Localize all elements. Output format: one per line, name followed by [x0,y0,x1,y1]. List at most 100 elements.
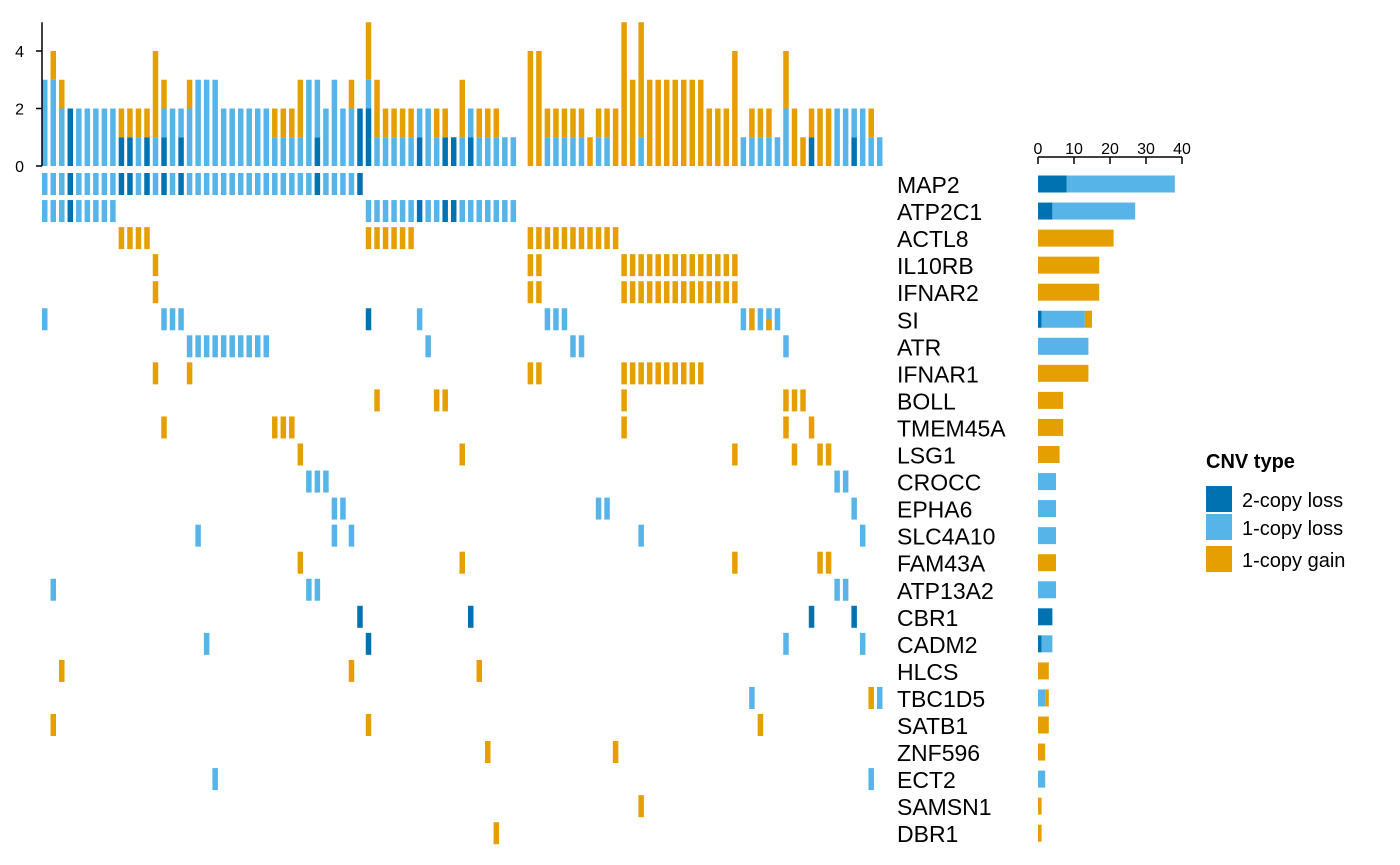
cell-TBC1D5-sample-83-1-copy-loss [749,686,755,709]
right-bar-samsn1-1-copy-gain [1038,797,1042,815]
top-bar-sample-0-1-copy-loss [42,79,48,166]
top-bar-sample-81-1-copy-gain [732,51,738,166]
top-bar-sample-7-1-copy-loss [101,108,108,166]
cell-MAP2-sample-0-1-copy-loss [42,173,48,195]
gene-label-ect2: ECT2 [897,767,956,793]
cell-MAP2-sample-8-1-copy-loss [110,173,116,195]
cell-IL10RB-sample-57-1-copy-gain [527,254,534,277]
right-bar-atr-1-copy-loss [1038,337,1089,355]
cell-FAM43A-sample-30-1-copy-gain [297,551,304,574]
cell-ATP2C1-sample-4-1-copy-loss [76,200,82,223]
cell-ATP2C1-sample-39-1-copy-loss [374,200,380,223]
cell-MAP2-sample-24-1-copy-loss [246,173,252,195]
top-bar-sample-29-1-copy-gain [289,108,295,138]
cell-MAP2-sample-27-1-copy-loss [272,173,278,195]
right-bar-epha6-1-copy-loss [1038,500,1056,518]
cell-IL10RB-sample-79-1-copy-gain [715,254,721,277]
cell-ACTL8-sample-42-1-copy-gain [399,227,406,250]
top-bar-sample-10-2-copy-loss [127,137,133,166]
gene-label-fam43a: FAM43A [897,551,986,577]
cell-IFNAR2-sample-72-1-copy-gain [655,281,661,304]
top-bar-sample-62-1-copy-loss [570,137,576,166]
top-bar-sample-87-1-copy-gain [783,51,789,109]
top-bar-sample-47-1-copy-gain [442,108,448,138]
cell-IFNAR2-sample-79-1-copy-gain [715,281,721,304]
cell-ATR-sample-24-1-copy-loss [246,335,252,358]
top-bar-sample-39-1-copy-loss [374,137,380,166]
top-bar-sample-38-2-copy-loss [365,108,372,166]
cell-SI-sample-0-1-copy-loss [42,308,48,331]
top-bar-sample-41-1-copy-gain [391,108,397,138]
top-bar-sample-70-1-copy-loss [638,137,644,166]
cell-IFNAR1-sample-77-1-copy-gain [698,362,704,385]
cell-ATP2C1-sample-46-1-copy-loss [433,200,440,223]
cell-IFNAR1-sample-69-1-copy-gain [629,362,636,385]
cell-SI-sample-14-1-copy-loss [161,308,167,331]
cell-EPHA6-sample-35-1-copy-loss [340,497,346,520]
gene-label-il10rb: IL10RB [897,253,974,279]
cell-MAP2-sample-3-2-copy-loss [67,173,74,195]
top-bar-sample-92-1-copy-gain [825,108,832,166]
cell-IFNAR2-sample-73-1-copy-gain [663,281,670,304]
top-bar-sample-83-1-copy-loss [749,137,755,166]
top-bar-sample-78-1-copy-gain [706,108,713,166]
right-bar-cadm2-2-copy-loss [1038,635,1042,653]
cell-MAP2-sample-2-1-copy-loss [59,173,65,195]
cell-ATP2C1-sample-54-1-copy-loss [502,200,508,223]
cell-ATR-sample-45-1-copy-loss [425,335,431,358]
cell-ACTL8-sample-9-1-copy-gain [118,227,125,250]
top-bar-sample-18-1-copy-loss [195,79,201,166]
legend-swatch-1-copy-gain [1206,546,1232,572]
top-bar-sample-32-1-copy-loss [314,79,321,138]
top-bar-sample-44-1-copy-loss [416,108,423,138]
gene-label-actl8: ACTL8 [897,226,969,252]
gene-label-cadm2: CADM2 [897,632,978,658]
top-bar-sample-84-1-copy-loss [757,137,764,166]
cell-CADM2-sample-38-2-copy-loss [365,632,372,655]
cell-IFNAR2-sample-13-1-copy-gain [152,281,159,304]
cell-MAP2-sample-1-1-copy-loss [50,173,57,195]
right-bar-map2-1-copy-loss [1066,175,1175,193]
top-bar-sample-57-1-copy-gain [527,51,534,166]
cell-BOLL-sample-68-1-copy-gain [621,389,627,412]
cell-MAP2-sample-20-1-copy-loss [212,173,218,195]
cell-TMEM45A-sample-28-1-copy-gain [280,416,287,439]
legend-title: CNV type [1206,451,1295,473]
cell-BOLL-sample-47-1-copy-gain [442,389,448,412]
legend-swatch-2-copy-loss [1206,486,1232,512]
cell-IFNAR1-sample-13-1-copy-gain [152,362,159,385]
top-bar-sample-24-1-copy-loss [246,108,252,166]
right-bar-satb1-1-copy-gain [1038,716,1049,734]
cell-ATP2C1-sample-5-1-copy-loss [84,200,91,223]
right-bar-si-1-copy-gain [1084,310,1092,328]
cell-IL10RB-sample-77-1-copy-gain [698,254,704,277]
top-bar-sample-39-1-copy-gain [374,79,380,138]
cell-BOLL-sample-39-1-copy-gain [374,389,380,412]
cell-SATB1-sample-84-1-copy-gain [757,714,764,736]
cell-IFNAR2-sample-75-1-copy-gain [681,281,687,304]
cell-IL10RB-sample-74-1-copy-gain [672,254,678,277]
right-bar-atp2c1-2-copy-loss [1038,202,1053,220]
top-bar-sample-37-2-copy-loss [357,108,363,166]
cell-ATP2C1-sample-6-1-copy-loss [93,200,99,223]
cell-MAP2-sample-30-1-copy-loss [297,173,304,195]
cell-IFNAR1-sample-75-1-copy-gain [681,362,687,385]
cell-ATR-sample-25-1-copy-loss [255,335,261,358]
cell-ACTL8-sample-63-1-copy-gain [578,227,585,250]
cell-ACTL8-sample-39-1-copy-gain [374,227,380,250]
gene-label-hlcs: HLCS [897,659,958,685]
cell-ATP2C1-sample-49-1-copy-loss [459,200,465,223]
top-bar-sample-2-1-copy-loss [59,108,65,166]
top-bar-sample-43-1-copy-gain [408,108,414,138]
right-bar-lsg1-1-copy-gain [1038,446,1060,463]
top-bar-sample-83-1-copy-gain [749,108,755,138]
top-bar-sample-62-1-copy-gain [570,108,576,138]
top-bar-sample-27-1-copy-loss [272,137,278,166]
top-bar-sample-42-1-copy-gain [399,108,406,138]
top-bar-sample-43-1-copy-loss [408,137,414,166]
cell-MAP2-sample-13-1-copy-loss [152,173,159,195]
cell-IFNAR1-sample-76-1-copy-gain [689,362,696,385]
cell-IFNAR1-sample-17-1-copy-gain [186,362,193,385]
cell-IL10RB-sample-58-1-copy-gain [536,254,542,277]
cell-IFNAR1-sample-68-1-copy-gain [621,362,627,385]
